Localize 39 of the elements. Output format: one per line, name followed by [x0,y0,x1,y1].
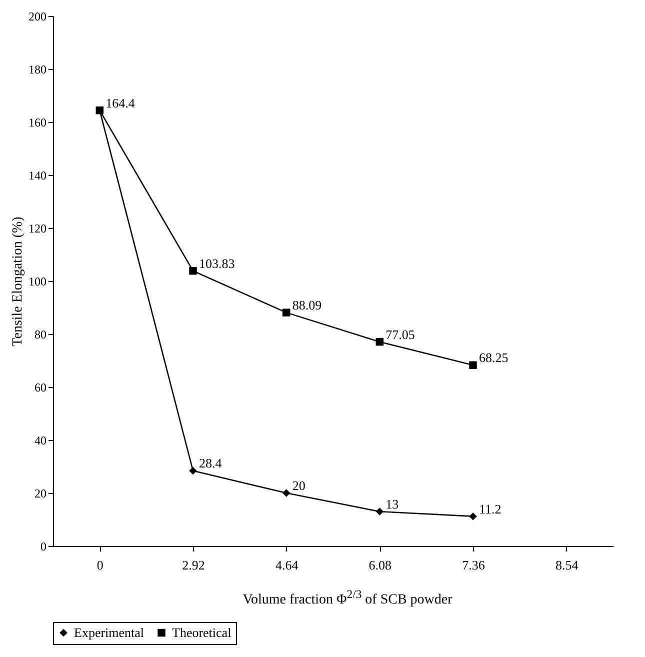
x-axis-title: Volume fraction Φ$^{2/3}$ of SCB powder [242,588,454,609]
point [282,308,290,316]
x-tick-label: 2.92 [182,558,205,572]
point [469,361,477,370]
y-tick-label: 140 [28,168,46,182]
data-label: 103.83 [199,256,235,271]
y-tick-label: 60 [34,380,46,394]
point [96,106,104,114]
point [469,512,477,520]
legend-label: Theoretical [172,624,232,640]
y-tick-label: 120 [28,222,46,236]
data-label: 11.2 [479,501,502,516]
point [189,266,197,275]
x-tick-label: 7.36 [462,558,486,572]
x-tick-label: 4.64 [275,558,299,572]
y-tick-label: 80 [34,328,46,342]
data-label: 68.25 [479,350,508,366]
point [282,489,290,497]
y-tick-label: 0 [40,540,46,554]
data-label: 88.09 [292,298,322,313]
y-tick-label: 20 [34,486,46,500]
y-tick-label: 100 [28,274,46,288]
point [189,466,197,475]
y-axis-title: Tensile Elongation (%) [10,216,26,346]
y-tick-label: 40 [34,434,46,448]
point [376,338,384,346]
y-tick-label: 160 [28,116,46,130]
x-tick-label: 6.08 [368,558,392,572]
legend-label: Experimental [74,624,144,640]
data-label: 164.4 [106,95,136,110]
y-tick-label: 200 [28,10,46,24]
x-tick-label: 0 [96,558,104,572]
data-label: 28.4 [199,456,222,471]
data-label: 20 [292,478,306,493]
data-label: 77.05 [386,326,415,342]
x-tick-label: 8.54 [555,558,579,572]
data-label: 13 [386,496,399,512]
y-tick-label: 180 [28,62,46,76]
point [376,508,384,516]
